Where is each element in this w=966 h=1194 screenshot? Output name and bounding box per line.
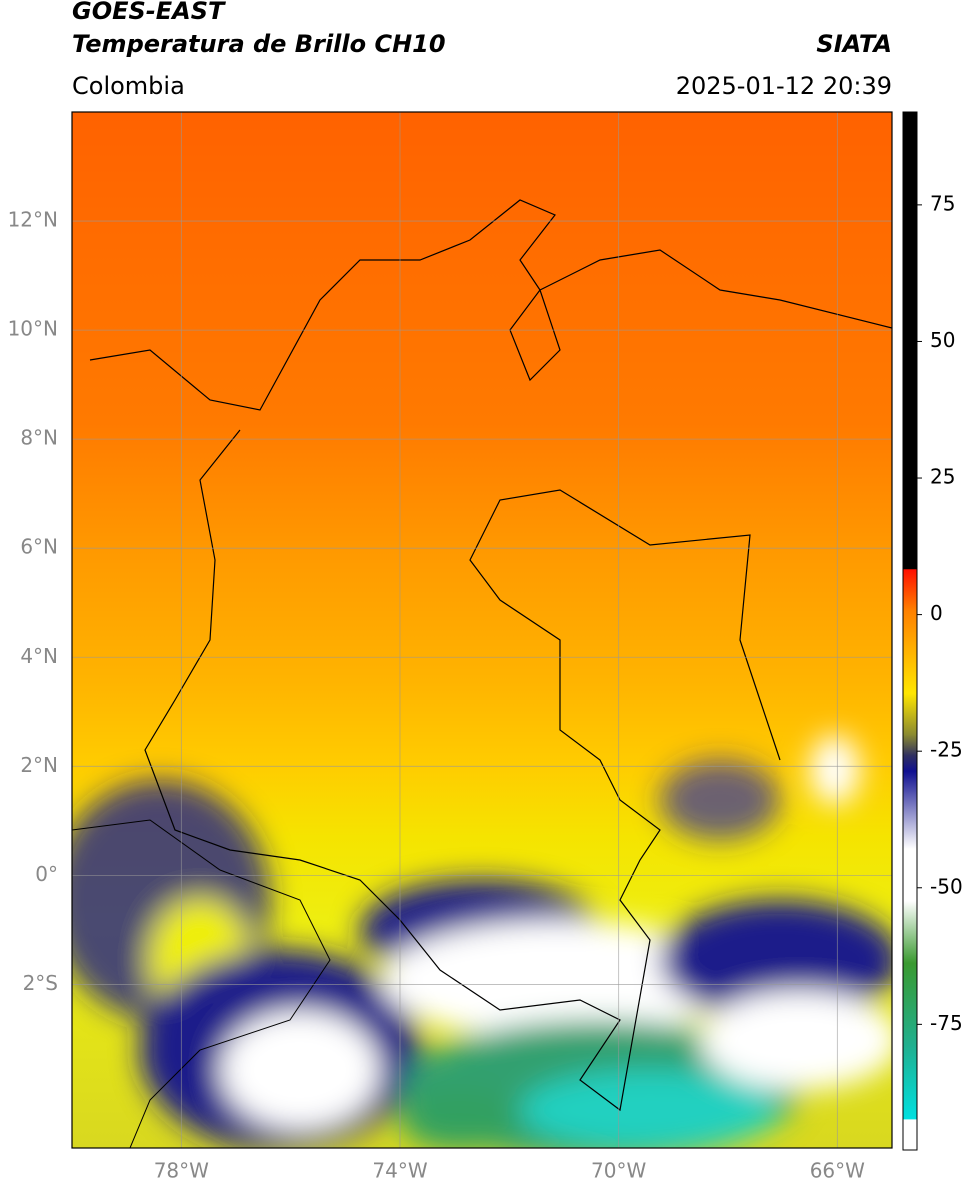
colorbar-tick-label: -25 bbox=[930, 738, 963, 762]
timestamp: 2025-01-12 20:39 bbox=[676, 72, 892, 100]
lon-tick-label: 66°W bbox=[810, 1159, 865, 1183]
colorbar-tick-label: 25 bbox=[930, 465, 955, 489]
region: Colombia bbox=[72, 72, 185, 100]
satellite-image bbox=[72, 112, 892, 1148]
colorbar bbox=[902, 111, 918, 1151]
lon-tick-label: 74°W bbox=[372, 1159, 427, 1183]
lat-tick-label: 0° bbox=[35, 862, 58, 886]
source: SIATA bbox=[816, 30, 892, 58]
lon-tick-label: 78°W bbox=[154, 1159, 209, 1183]
lat-tick-label: 2°N bbox=[20, 753, 58, 777]
lon-tick-label: 70°W bbox=[591, 1159, 646, 1183]
lat-tick-label: 12°N bbox=[8, 208, 58, 232]
colorbar-tick-label: 75 bbox=[930, 191, 955, 215]
colorbar-tick-label: 50 bbox=[930, 328, 955, 352]
lat-tick-label: 6°N bbox=[20, 535, 58, 559]
lat-tick-label: 2°S bbox=[23, 971, 58, 995]
lat-tick-label: 4°N bbox=[20, 644, 58, 668]
title: Temperatura de Brillo CH10 bbox=[72, 30, 446, 58]
map-frame bbox=[71, 111, 893, 1149]
lat-tick-label: 10°N bbox=[8, 317, 58, 341]
colorbar-tick-label: -50 bbox=[930, 874, 963, 898]
colorbar-tick-label: -75 bbox=[930, 1011, 963, 1035]
lat-tick-label: 8°N bbox=[20, 426, 58, 450]
title: GOES-EAST bbox=[72, 0, 226, 25]
colorbar-tick-label: 0 bbox=[930, 601, 943, 625]
